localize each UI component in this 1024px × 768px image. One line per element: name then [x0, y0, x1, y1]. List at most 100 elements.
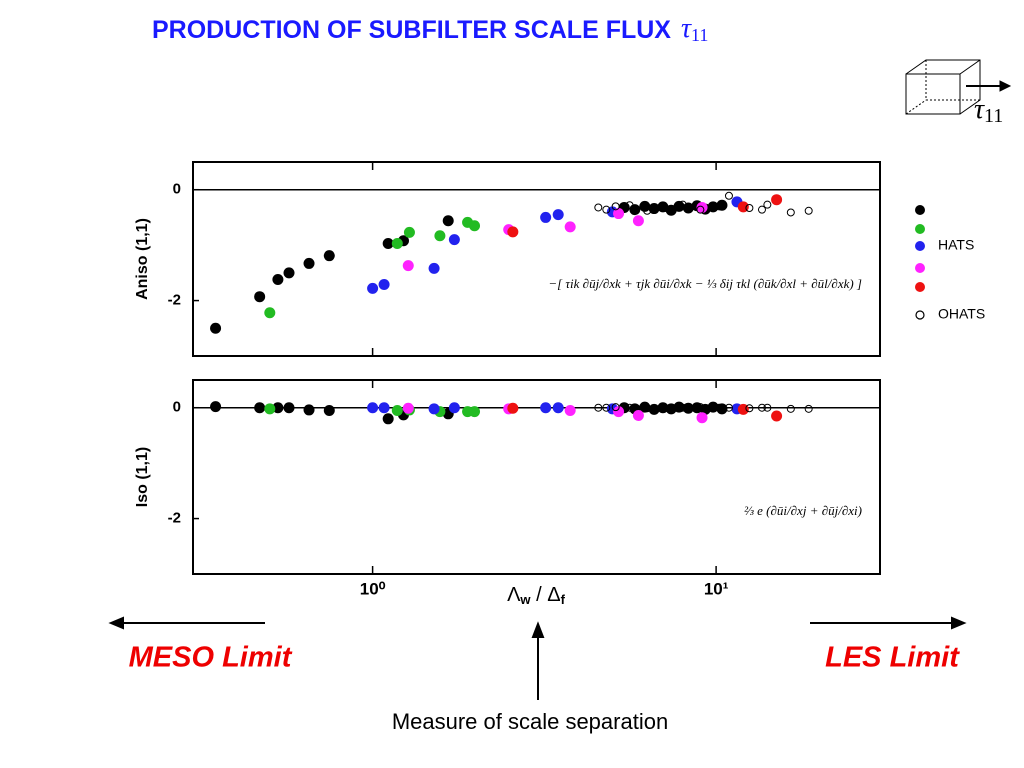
plot-frame: [192, 379, 881, 575]
data-point: [469, 220, 481, 232]
data-point: [724, 403, 733, 412]
data-point: [611, 403, 620, 412]
data-point: [594, 403, 603, 412]
data-point: [434, 230, 446, 242]
data-point: [264, 307, 276, 319]
data-point: [657, 402, 669, 414]
data-point: [254, 402, 266, 414]
y-tick-label: -2: [168, 510, 181, 527]
data-point: [448, 402, 460, 414]
data-point: [540, 211, 552, 223]
formula: ⅔ e (∂ūi/∂xj + ∂ūj/∂xi): [744, 503, 862, 518]
data-point: [611, 202, 620, 211]
data-point: [323, 404, 335, 416]
cube-icon: [905, 59, 1012, 115]
legend-marker: [915, 241, 925, 251]
caption: Measure of scale separation: [392, 709, 668, 734]
data-point: [254, 291, 266, 303]
data-point: [757, 205, 766, 214]
data-point: [745, 204, 754, 213]
x-axis-label: Λw / Δf: [507, 584, 566, 607]
data-point: [632, 409, 644, 421]
data-point: [442, 215, 454, 227]
slide-title: PRODUCTION OF SUBFILTER SCALE FLUX τ11: [152, 13, 708, 45]
data-point: [428, 262, 440, 274]
data-point: [283, 402, 295, 414]
data-point: [804, 206, 813, 215]
data-point: [564, 221, 576, 233]
y-axis-label: Aniso (1,1): [134, 218, 151, 300]
y-axis-label: Iso (1,1): [134, 447, 151, 507]
data-point: [804, 404, 813, 413]
data-point: [771, 194, 783, 206]
data-point: [507, 226, 519, 238]
data-point: [715, 202, 724, 211]
data-point: [272, 274, 284, 286]
legend-marker: [915, 263, 925, 273]
les-limit: LES Limit: [825, 642, 960, 674]
legend-label: OHATS: [938, 306, 985, 322]
data-point: [378, 402, 390, 414]
data-point: [323, 250, 335, 262]
data-point: [786, 208, 795, 217]
data-point: [210, 401, 222, 413]
data-point: [403, 226, 415, 238]
data-point: [210, 322, 222, 334]
data-point: [629, 204, 641, 216]
data-point: [643, 206, 652, 215]
data-point: [272, 402, 284, 414]
arrows: [108, 616, 967, 700]
data-point: [402, 260, 414, 272]
data-point: [639, 200, 651, 212]
data-point: [469, 406, 481, 418]
data-point: [625, 403, 634, 412]
data-point: [696, 403, 705, 412]
data-point: [367, 402, 379, 414]
formula: −[ τik ∂ūj/∂xk + τjk ∂ūi/∂xk − ⅓ δij τkl…: [548, 276, 862, 291]
data-point: [632, 215, 644, 227]
legend-label: HATS: [938, 237, 974, 253]
data-point: [673, 200, 685, 212]
data-point: [378, 278, 390, 290]
legend-marker: [915, 224, 925, 234]
data-point: [724, 191, 733, 200]
data-point: [367, 282, 379, 294]
data-point: [763, 200, 772, 209]
data-point: [428, 403, 440, 415]
data-point: [448, 234, 460, 246]
data-point: [283, 267, 295, 279]
x-tick-label: 10⁰: [360, 579, 386, 598]
x-tick-label: 10¹: [704, 579, 729, 598]
data-point: [661, 403, 670, 412]
data-point: [745, 404, 754, 413]
data-point: [763, 403, 772, 412]
data-point: [540, 402, 552, 414]
data-point: [757, 403, 766, 412]
data-point: [552, 209, 564, 221]
data-point: [696, 205, 705, 214]
data-point: [771, 410, 783, 422]
meso-limit: MESO Limit: [129, 642, 293, 674]
plot-frame: [192, 161, 881, 357]
data-point: [715, 403, 724, 412]
data-point: [661, 204, 670, 213]
data-point: [391, 404, 403, 416]
data-point: [303, 257, 315, 269]
data-point: [643, 404, 652, 413]
data-point: [552, 402, 564, 414]
data-point: [613, 208, 625, 220]
legend-marker: [915, 282, 925, 292]
y-tick-label: 0: [173, 399, 181, 416]
legend-marker: [915, 310, 925, 320]
data-point: [594, 203, 603, 212]
data-point: [696, 201, 708, 213]
data-point: [264, 403, 276, 415]
data-point: [391, 237, 403, 249]
data-point: [696, 412, 708, 424]
data-point: [613, 406, 625, 418]
data-point: [602, 205, 611, 214]
data-point: [648, 403, 660, 415]
data-point: [507, 402, 519, 414]
data-point: [402, 402, 414, 414]
